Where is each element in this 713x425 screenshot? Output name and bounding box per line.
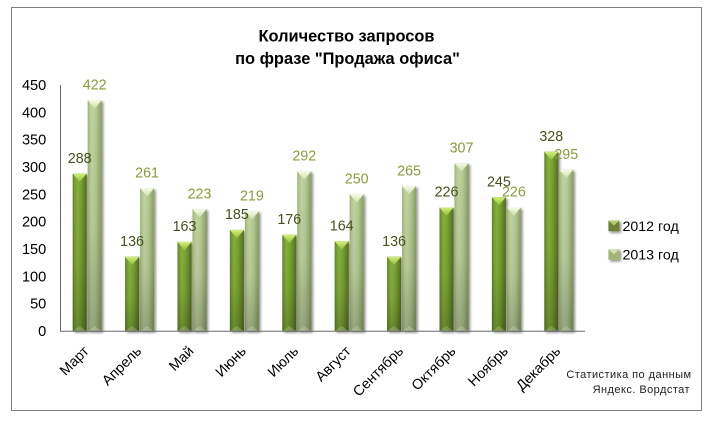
svg-text:422: 422 [83, 78, 107, 94]
svg-text:Яндекс. Вордстат: Яндекс. Вордстат [593, 384, 690, 396]
svg-text:136: 136 [120, 234, 144, 250]
svg-text:136: 136 [382, 234, 406, 250]
svg-text:245: 245 [487, 174, 511, 190]
svg-text:164: 164 [330, 219, 354, 235]
svg-text:250: 250 [22, 187, 46, 203]
svg-text:300: 300 [22, 160, 46, 176]
svg-text:400: 400 [22, 105, 46, 121]
svg-text:292: 292 [292, 149, 316, 165]
svg-text:Статистика по данным: Статистика по данным [566, 369, 691, 381]
svg-text:150: 150 [22, 242, 46, 258]
svg-text:223: 223 [188, 186, 212, 202]
svg-text:350: 350 [22, 133, 46, 149]
svg-text:2012 год: 2012 год [623, 219, 680, 235]
svg-text:265: 265 [397, 163, 421, 179]
svg-text:2013 год: 2013 год [623, 247, 680, 263]
svg-text:261: 261 [135, 166, 159, 182]
svg-text:100: 100 [22, 269, 46, 285]
svg-text:226: 226 [435, 185, 459, 201]
svg-text:226: 226 [502, 185, 526, 201]
svg-text:0: 0 [38, 324, 46, 340]
svg-text:176: 176 [277, 212, 301, 228]
svg-text:450: 450 [22, 78, 46, 94]
svg-text:Количество запросов: Количество запросов [258, 28, 434, 46]
svg-text:288: 288 [68, 151, 92, 167]
svg-text:163: 163 [173, 219, 197, 235]
svg-text:по фразе "Продажа офиса": по фразе "Продажа офиса" [235, 50, 460, 68]
svg-text:328: 328 [539, 129, 563, 145]
svg-text:219: 219 [240, 189, 264, 205]
svg-text:307: 307 [450, 140, 474, 156]
svg-text:185: 185 [225, 207, 249, 223]
svg-text:50: 50 [30, 297, 46, 313]
svg-text:250: 250 [345, 172, 369, 188]
svg-text:200: 200 [22, 215, 46, 231]
svg-text:295: 295 [554, 147, 578, 163]
